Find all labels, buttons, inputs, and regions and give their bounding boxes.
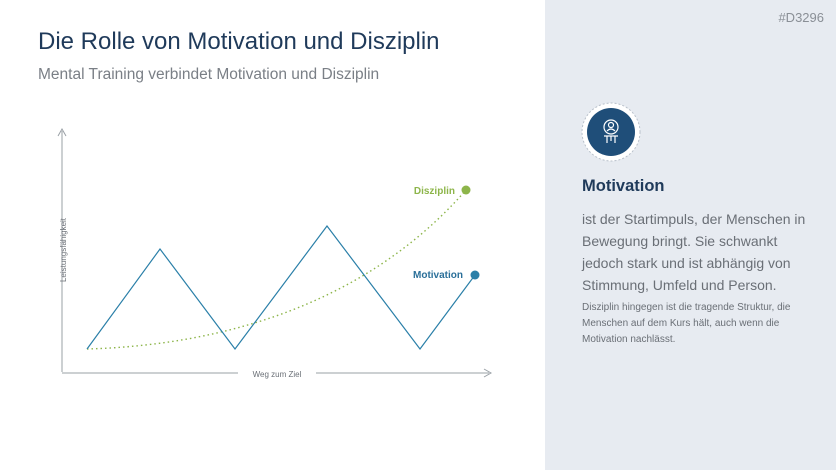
x-arrow: [483, 368, 493, 378]
panel-heading: Motivation: [582, 177, 665, 195]
icon: [603, 119, 619, 143]
x-axis-label: Weg zum Ziel: [253, 370, 302, 379]
subtitle: Mental Training verbindet Motivation und…: [38, 66, 380, 83]
y-axis-label: Leistungsfähigkeit: [59, 217, 68, 282]
y-arrow: [57, 127, 67, 137]
panel-text: ist der Startimpuls, der Menschen in Bew…: [582, 211, 806, 293]
motivation-dot: [470, 270, 480, 280]
disziplin-curve: [86, 189, 467, 350]
series-label: Motivation: [413, 270, 463, 281]
side-panel: [545, 0, 836, 470]
title: Die Rolle von Motivation und Disziplin: [38, 28, 440, 55]
icon-bg: [587, 108, 635, 156]
panel-note: Disziplin hingegen ist die tragende Stru…: [582, 302, 791, 345]
motivation-line: [86, 225, 476, 351]
disziplin-dot: [461, 185, 471, 195]
slide-id: #D3296: [778, 10, 824, 25]
series-label: Disziplin: [414, 186, 455, 197]
